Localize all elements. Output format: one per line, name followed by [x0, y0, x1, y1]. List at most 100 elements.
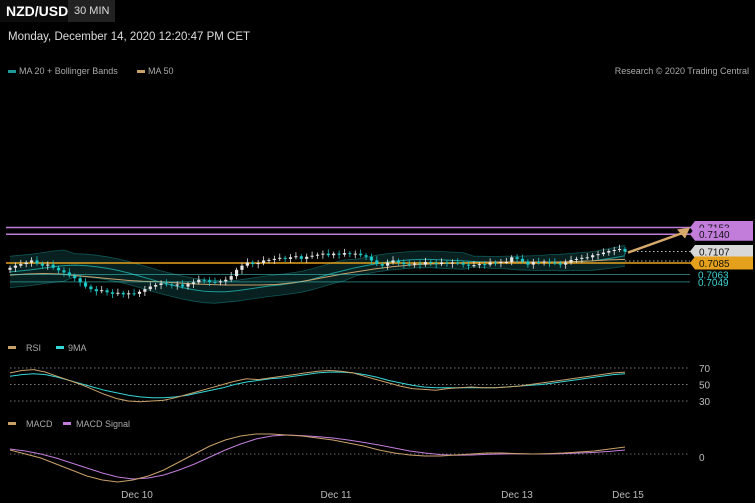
candle-65 — [359, 253, 363, 256]
price-tag-0-7107: 0.7107 — [699, 247, 730, 258]
x-tick-0: Dec 10 — [121, 490, 153, 501]
legend-ma20-bollinger-swatch — [8, 70, 16, 73]
candle-30 — [170, 284, 174, 286]
candle-19 — [110, 292, 115, 294]
price-tag-0-7063: 0.7063 — [698, 271, 729, 282]
rsi-tick-30: 30 — [699, 397, 711, 408]
candle-25 — [143, 289, 147, 292]
candle-2 — [19, 264, 23, 266]
candle-55 — [305, 256, 309, 259]
price-tag-0-7049: 0.7049 — [698, 278, 729, 289]
candle-109 — [596, 254, 600, 256]
candle-23 — [132, 293, 136, 295]
legend-ma50-swatch — [137, 70, 145, 73]
candle-86 — [472, 265, 476, 267]
candle-78 — [429, 261, 433, 264]
candle-77 — [423, 261, 427, 265]
rsi-tick-70: 70 — [699, 364, 711, 375]
candle-60 — [332, 253, 336, 256]
x-tick-3: Dec 15 — [612, 490, 644, 501]
timestamp: Monday, December 14, 2020 12:20:47 PM CE… — [8, 31, 251, 43]
candle-41 — [229, 276, 233, 280]
candle-90 — [493, 262, 498, 264]
timeframe-button[interactable]: 30 MIN — [68, 0, 116, 22]
candle-57 — [315, 254, 320, 256]
candle-52 — [288, 257, 293, 259]
candle-21 — [121, 292, 125, 295]
candle-32 — [181, 284, 185, 287]
candle-110 — [601, 252, 606, 255]
candle-113 — [618, 248, 622, 250]
candle-27 — [154, 284, 158, 287]
candle-99 — [542, 261, 546, 263]
legend-ma50: MA 50 — [148, 66, 174, 76]
candle-91 — [499, 261, 503, 264]
candle-4 — [29, 260, 34, 263]
candle-114 — [623, 248, 627, 252]
candle-74 — [407, 264, 411, 266]
candle-48 — [267, 259, 271, 261]
legend-macd-signal-swatch — [63, 422, 71, 425]
forecast-arrow-head — [677, 227, 690, 239]
candle-59 — [326, 253, 330, 256]
candle-1 — [13, 265, 17, 268]
candle-103 — [564, 262, 568, 265]
macd-tick-0: 0 — [699, 453, 705, 464]
candle-18 — [105, 290, 109, 293]
candle-84 — [461, 263, 465, 265]
candle-80 — [439, 262, 444, 265]
price-tag-0-7107-bg — [690, 245, 753, 259]
candle-29 — [164, 283, 169, 285]
candle-106 — [580, 257, 584, 259]
candle-94 — [515, 257, 519, 259]
candle-66 — [364, 255, 368, 257]
candle-62 — [342, 253, 347, 255]
candle-71 — [391, 260, 395, 263]
candle-5 — [35, 260, 39, 264]
candle-56 — [310, 255, 314, 257]
candle-31 — [175, 284, 179, 286]
legend-macd-swatch — [8, 422, 16, 425]
candle-102 — [558, 263, 562, 265]
candle-107 — [585, 257, 589, 259]
bollinger-lower-line — [9, 265, 626, 304]
candle-96 — [526, 261, 530, 265]
candle-7 — [46, 264, 50, 266]
candle-93 — [510, 257, 514, 262]
x-tick-2: Dec 13 — [501, 490, 533, 501]
legend-rsi: RSI — [26, 343, 41, 353]
macd-signal-line — [9, 434, 626, 480]
x-tick-1: Dec 11 — [321, 490, 352, 501]
candle-104 — [569, 259, 573, 263]
candle-88 — [483, 264, 487, 266]
candle-10 — [62, 270, 66, 273]
price-tag-0-7140: 0.7140 — [699, 230, 730, 241]
candle-9 — [56, 267, 61, 271]
candle-105 — [574, 258, 579, 260]
candle-38 — [213, 281, 217, 283]
candle-47 — [261, 260, 266, 264]
price-tag-0-7085-bg — [690, 256, 753, 270]
candle-36 — [202, 279, 206, 281]
candle-92 — [504, 261, 508, 263]
candle-16 — [94, 289, 98, 292]
candle-6 — [40, 263, 44, 266]
candle-82 — [450, 262, 454, 264]
legend-macd-signal: MACD Signal — [76, 419, 130, 429]
candle-8 — [51, 264, 55, 268]
candle-69 — [380, 264, 384, 266]
rsi-tick-50: 50 — [699, 381, 711, 392]
candle-75 — [413, 263, 417, 265]
candle-58 — [321, 253, 325, 255]
candle-15 — [89, 286, 93, 290]
candle-70 — [386, 262, 390, 266]
candle-64 — [353, 253, 357, 255]
legend-macd: MACD — [26, 419, 53, 429]
legend-rsi-9ma-swatch — [56, 346, 64, 349]
candle-111 — [607, 251, 611, 253]
candle-112 — [612, 249, 616, 252]
candle-12 — [73, 275, 77, 279]
candle-101 — [553, 262, 557, 264]
macd-line — [9, 433, 626, 483]
